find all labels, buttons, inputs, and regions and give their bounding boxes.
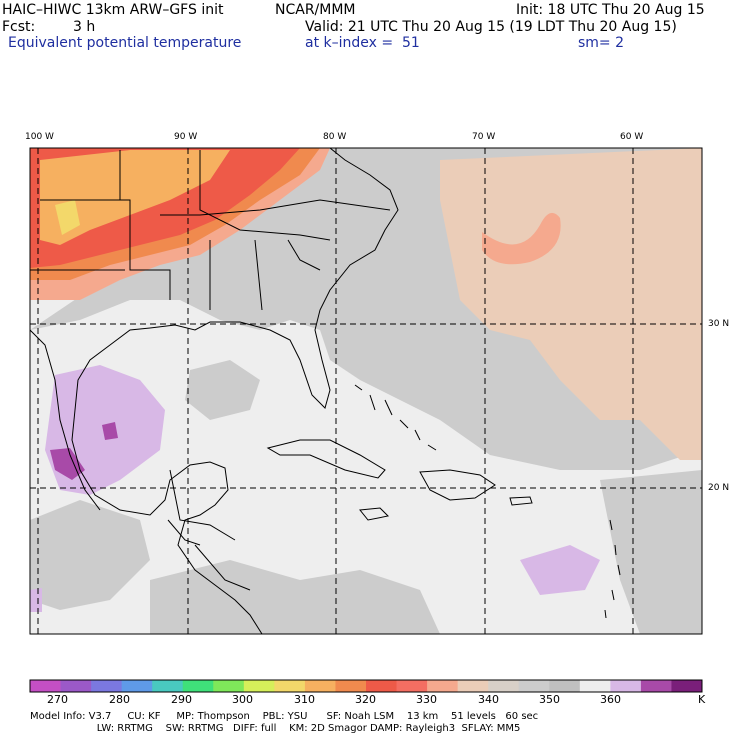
model-info-line1: Model Info: V3.7 CU: KF MP: Thompson PBL… bbox=[30, 711, 539, 722]
coastlines bbox=[30, 148, 621, 634]
lon-label-80w: 80 W bbox=[323, 132, 347, 142]
cbar-tick-360: 360 bbox=[600, 693, 621, 706]
colorbar-swatch bbox=[30, 680, 62, 692]
cbar-tick-270: 270 bbox=[47, 693, 68, 706]
colorbar-swatch bbox=[274, 680, 306, 692]
colorbar-swatch bbox=[243, 680, 275, 692]
lat-label-20n: 20 N bbox=[708, 483, 730, 493]
cbar-tick-350: 350 bbox=[539, 693, 560, 706]
colorbar-swatch bbox=[304, 680, 336, 692]
colorbar-swatch bbox=[488, 680, 520, 692]
cbar-tick-280: 280 bbox=[109, 693, 130, 706]
colorbar-swatch bbox=[91, 680, 123, 692]
field-name: Equivalent potential temperature bbox=[8, 35, 242, 51]
colorbar-swatch bbox=[610, 680, 642, 692]
caribbean-lavender bbox=[520, 545, 600, 595]
organization: NCAR/MMM bbox=[275, 2, 356, 18]
colorbar-swatch bbox=[427, 680, 459, 692]
forecast-hour: 3 h bbox=[73, 19, 96, 35]
cbar-tick-330: 330 bbox=[416, 693, 437, 706]
lon-label-100w: 100 W bbox=[25, 132, 54, 142]
colorbar-swatch bbox=[366, 680, 398, 692]
colorbar-frame bbox=[29, 679, 703, 693]
colorbar-swatch bbox=[121, 680, 153, 692]
lon-label-60w: 60 W bbox=[620, 132, 644, 142]
valid-time: Valid: 21 UTC Thu 20 Aug 15 (19 LDT Thu … bbox=[305, 19, 677, 35]
lon-label-70w: 70 W bbox=[472, 132, 496, 142]
smoothing: sm= 2 bbox=[578, 35, 625, 51]
gulf-grey-patch bbox=[185, 360, 260, 420]
lon-label-90w: 90 W bbox=[174, 132, 198, 142]
mexico-purple bbox=[50, 448, 85, 480]
model-info-line2: LW: RRTMG SW: RRTMG DIFF: full KM: 2D Sm… bbox=[30, 723, 521, 734]
colorbar-swatch bbox=[213, 680, 245, 692]
caribbean-lavender-2 bbox=[30, 588, 42, 612]
cbar-tick-320: 320 bbox=[355, 693, 376, 706]
colorbar-swatch bbox=[640, 680, 672, 692]
us-warm-orange-inner bbox=[40, 150, 230, 245]
colorbar-swatch bbox=[335, 680, 367, 692]
colorbar-swatch bbox=[152, 680, 184, 692]
colorbar-swatch bbox=[182, 680, 214, 692]
colorbar-swatch bbox=[396, 680, 428, 692]
cbar-tick-310: 310 bbox=[294, 693, 315, 706]
forecast-label: Fcst: bbox=[2, 19, 36, 35]
lat-label-30n: 30 N bbox=[708, 319, 730, 329]
us-warm-yellow-spot bbox=[55, 200, 80, 235]
atlantic-salmon-band bbox=[482, 212, 561, 265]
model-level: at k–index = 51 bbox=[305, 35, 420, 51]
colorbar-swatch bbox=[60, 680, 92, 692]
cbar-tick-340: 340 bbox=[478, 693, 499, 706]
cbar-unit: K bbox=[698, 693, 706, 706]
east-grey-patch bbox=[600, 470, 702, 634]
caribbean-grey-patch bbox=[30, 500, 150, 610]
model-title: HAIC–HIWC 13km ARW–GFS init bbox=[2, 2, 224, 18]
south-grey-patch bbox=[150, 560, 440, 634]
colorbar-swatch bbox=[579, 680, 611, 692]
mexico-purple-spot bbox=[102, 422, 118, 440]
colorbar-swatch bbox=[671, 680, 703, 692]
cbar-tick-290: 290 bbox=[171, 693, 192, 706]
colorbar-swatch bbox=[518, 680, 550, 692]
colorbar-swatch bbox=[457, 680, 489, 692]
colorbar-swatch bbox=[549, 680, 581, 692]
graticule bbox=[30, 148, 702, 634]
atlantic-peach-region bbox=[440, 148, 702, 460]
map-frame bbox=[29, 147, 703, 635]
init-time: Init: 18 UTC Thu 20 Aug 15 bbox=[516, 2, 705, 18]
cbar-tick-300: 300 bbox=[232, 693, 253, 706]
